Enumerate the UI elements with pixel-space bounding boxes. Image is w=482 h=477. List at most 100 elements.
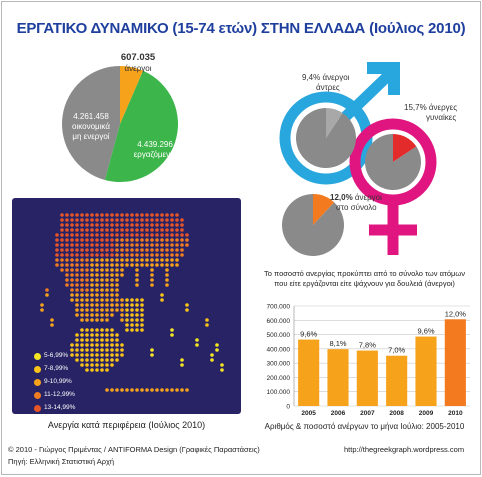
map-dot: [90, 263, 94, 267]
map-dot: [110, 293, 114, 297]
map-dot: [85, 318, 89, 322]
map-dot: [80, 238, 84, 242]
map-dot: [75, 313, 79, 317]
map-dot: [90, 353, 94, 357]
map-dot: [70, 213, 74, 217]
map-dot: [85, 313, 89, 317]
map-dot: [110, 268, 114, 272]
map-dot: [100, 218, 104, 222]
map-dot: [150, 243, 154, 247]
map-dot: [130, 313, 134, 317]
map-dot: [110, 248, 114, 252]
map-dot: [195, 338, 199, 342]
map-dot: [160, 258, 164, 262]
map-dot: [150, 263, 154, 267]
map-dot: [150, 233, 154, 237]
map-dot: [95, 233, 99, 237]
map-dot: [115, 213, 119, 217]
map-dot: [130, 388, 134, 392]
map-dot: [85, 213, 89, 217]
map-dot: [100, 363, 104, 367]
map-dot: [140, 228, 144, 232]
map-dot: [105, 218, 109, 222]
legend-label-4: 11-12,99%: [44, 391, 75, 398]
map-dot: [90, 348, 94, 352]
map-dot: [55, 233, 59, 237]
map-dot: [115, 338, 119, 342]
map-dot: [90, 368, 94, 372]
map-dot: [55, 263, 59, 267]
map-dot: [65, 283, 69, 287]
map-dot: [110, 218, 114, 222]
men-slice-unemployed: [326, 108, 343, 138]
map-dot: [175, 388, 179, 392]
map-dot: [135, 328, 139, 332]
map-dot: [95, 318, 99, 322]
map-dot: [105, 313, 109, 317]
map-dot: [90, 298, 94, 302]
map-dot: [120, 313, 124, 317]
map-dot: [100, 228, 104, 232]
map-dot: [120, 243, 124, 247]
map-dot: [115, 238, 119, 242]
map-dot: [155, 253, 159, 257]
map-dot: [135, 278, 139, 282]
map-dot: [165, 213, 169, 217]
map-dot: [140, 328, 144, 332]
map-dot: [65, 248, 69, 252]
map-dot: [180, 363, 184, 367]
map-dot: [80, 278, 84, 282]
map-dot: [85, 298, 89, 302]
map-dot: [55, 248, 59, 252]
map-dot: [145, 233, 149, 237]
map-dot: [105, 333, 109, 337]
map-dot: [130, 228, 134, 232]
map-dot: [105, 363, 109, 367]
map-dot: [70, 293, 74, 297]
map-dot: [100, 278, 104, 282]
map-dot: [100, 293, 104, 297]
map-dot: [105, 358, 109, 362]
map-dot: [150, 348, 154, 352]
map-dot: [40, 308, 44, 312]
map-dot: [135, 308, 139, 312]
map-dot: [145, 223, 149, 227]
map-dot: [95, 363, 99, 367]
map-dot: [180, 228, 184, 232]
map-dot: [105, 233, 109, 237]
map-dot: [135, 248, 139, 252]
greece-dot-map: [40, 213, 224, 392]
map-dot: [110, 238, 114, 242]
map-dot: [120, 253, 124, 257]
map-dot: [125, 253, 129, 257]
map-dot: [110, 223, 114, 227]
map-dot: [115, 298, 119, 302]
bar-2010: [444, 319, 466, 406]
map-dot: [130, 238, 134, 242]
map-dot: [60, 233, 64, 237]
map-dot: [120, 223, 124, 227]
map-dot: [55, 238, 59, 242]
y-tick-label: 200.000: [267, 375, 291, 382]
map-dot: [90, 328, 94, 332]
map-dot: [70, 283, 74, 287]
map-dot: [155, 233, 159, 237]
map-dot: [115, 248, 119, 252]
footer-url[interactable]: http://thegreekgraph.wordpress.com: [344, 445, 465, 454]
map-dot: [115, 348, 119, 352]
map-dot: [175, 243, 179, 247]
map-dot: [100, 348, 104, 352]
map-dot: [170, 243, 174, 247]
map-dot: [75, 218, 79, 222]
map-dot: [90, 293, 94, 297]
map-dot: [165, 228, 169, 232]
map-dot: [160, 238, 164, 242]
map-dot: [135, 258, 139, 262]
map-dot: [125, 318, 129, 322]
map-dot: [90, 273, 94, 277]
women-slice-unemployed: [393, 134, 417, 162]
map-dot: [90, 268, 94, 272]
map-dot: [175, 223, 179, 227]
map-dot: [80, 338, 84, 342]
map-dot: [100, 308, 104, 312]
